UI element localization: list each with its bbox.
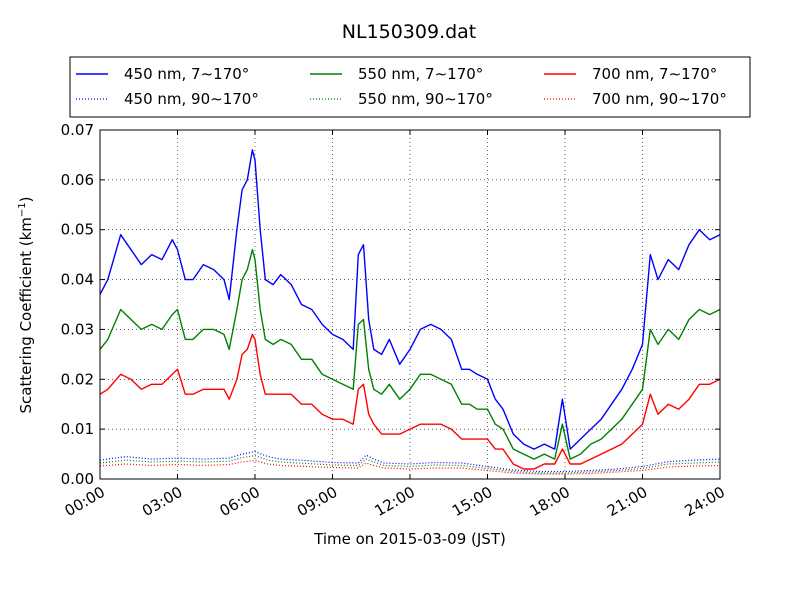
y-tick-label: 0.00: [61, 470, 94, 488]
x-tick-label: 24:00: [682, 483, 728, 520]
series-line-4: [99, 451, 721, 473]
series-layer: [99, 149, 721, 475]
x-tick-label: 18:00: [527, 483, 573, 520]
y-axis-label-sup: −1: [17, 202, 28, 217]
y-tick-label: 0.06: [61, 171, 94, 189]
y-axis-label: Scattering Coefficient (km−1): [17, 196, 35, 413]
series-line-5: [99, 455, 721, 474]
y-tick-label: 0.04: [61, 271, 94, 289]
x-tick-label: 21:00: [604, 483, 650, 520]
y-tick-label: 0.07: [61, 121, 94, 139]
series-line-3: [99, 333, 721, 470]
legend-label-6: 700 nm, 90∼170°: [592, 90, 727, 108]
series-line-2: [99, 248, 721, 460]
legend-label-1: 450 nm, 7∼170°: [124, 65, 249, 83]
x-tick-label: 03:00: [139, 483, 185, 520]
grid: [100, 130, 720, 479]
chart-title: NL150309.dat: [342, 21, 477, 43]
x-axis-label: Time on 2015-03-09 (JST): [313, 530, 506, 548]
x-tick-label: 00:00: [62, 483, 108, 520]
y-axis-label-main: Scattering Coefficient (km: [17, 217, 35, 413]
x-tick-label: 15:00: [449, 483, 495, 520]
legend-frame: [69, 56, 751, 118]
y-tick-label: 0.02: [61, 370, 94, 388]
legend-label-3: 700 nm, 7∼170°: [592, 65, 717, 83]
legend-label-4: 450 nm, 90∼170°: [124, 90, 259, 108]
plot-area: [100, 130, 720, 479]
x-tick-label: 09:00: [294, 483, 340, 520]
series-line-6: [99, 460, 721, 475]
x-tick-label: 12:00: [372, 483, 418, 520]
legend: 450 nm, 7∼170° 550 nm, 7∼170° 700 nm, 7∼17…: [69, 56, 751, 118]
legend-label-2: 550 nm, 7∼170°: [358, 65, 483, 83]
y-tick-label: 0.03: [61, 320, 94, 338]
y-tick-label: 0.01: [61, 420, 94, 438]
x-tick-label: 06:00: [217, 483, 263, 520]
legend-label-5: 550 nm, 90∼170°: [358, 90, 493, 108]
series-line-1: [99, 149, 721, 450]
y-axis-label-close: ): [17, 196, 35, 202]
y-tick-label: 0.05: [61, 221, 94, 239]
